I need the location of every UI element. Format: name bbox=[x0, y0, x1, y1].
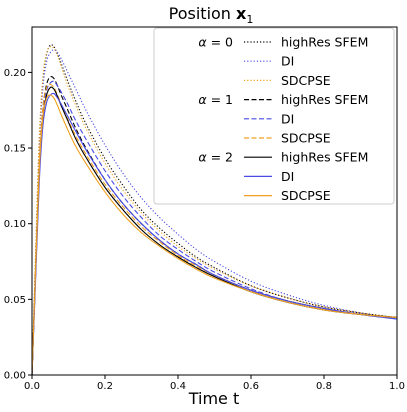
chart-title-base: Position bbox=[169, 4, 236, 23]
y-tick-label-3: 0.15 bbox=[4, 144, 26, 155]
chart-title-symbol: x bbox=[236, 4, 247, 23]
axes-layer: 0.0 0.2 0.4 0.6 0.8 1.0 0.00 0.05 0.10 0.15 0.20 bbox=[4, 68, 405, 392]
legend-label-4: DI bbox=[281, 111, 294, 126]
x-tick-label-3: 0.6 bbox=[243, 381, 259, 392]
legend-box bbox=[153, 27, 395, 205]
x-axis-label: Time t bbox=[188, 389, 240, 408]
y-tick-label-2: 0.10 bbox=[4, 219, 26, 230]
series-line-4 bbox=[31, 80, 398, 376]
y-tick-label-0: 0.00 bbox=[4, 371, 26, 382]
legend-group-symbol-1: α bbox=[198, 92, 207, 107]
legend-label-7: DI bbox=[281, 169, 294, 184]
x-tick-label-5: 1.0 bbox=[389, 381, 405, 392]
legend-label-0: highRes SFEM bbox=[281, 35, 368, 50]
legend-label-3: highRes SFEM bbox=[281, 92, 368, 107]
legend-group-0: α = 0 bbox=[198, 35, 233, 50]
legend-label-1: DI bbox=[281, 54, 294, 69]
series-line-1 bbox=[31, 49, 398, 376]
x-tick-label-4: 0.8 bbox=[316, 381, 332, 392]
x-tick-label-2: 0.4 bbox=[170, 381, 186, 392]
series-line-5 bbox=[31, 83, 398, 376]
y-tick-label-1: 0.05 bbox=[4, 295, 26, 306]
legend-group-value-1: = 1 bbox=[207, 92, 233, 107]
x-tick-label-1: 0.2 bbox=[97, 381, 113, 392]
legend-group-symbol-2: α bbox=[198, 150, 207, 165]
legend-group-symbol-0: α bbox=[198, 35, 207, 50]
x-tick-label-0: 0.0 bbox=[24, 381, 40, 392]
chart-title-subscript: 1 bbox=[246, 13, 253, 26]
series-line-0 bbox=[31, 44, 398, 376]
legend-label-6: highRes SFEM bbox=[281, 150, 368, 165]
series-layer bbox=[31, 44, 398, 376]
chart-title: Position x1 bbox=[169, 4, 254, 26]
legend-group-1: α = 1 bbox=[198, 92, 233, 107]
series-line-2 bbox=[31, 45, 398, 376]
y-tick-label-4: 0.20 bbox=[4, 68, 26, 79]
legend: α = 0 highRes SFEM DI SDCPSE α = 1 highRes SF… bbox=[153, 27, 395, 205]
legend-label-8: SDCPSE bbox=[281, 188, 331, 203]
legend-group-2: α = 2 bbox=[198, 150, 233, 165]
legend-label-2: SDCPSE bbox=[281, 73, 331, 88]
series-line-8 bbox=[31, 94, 398, 376]
legend-label-5: SDCPSE bbox=[281, 131, 331, 146]
legend-group-value-2: = 2 bbox=[207, 150, 233, 165]
series-line-7 bbox=[31, 92, 398, 376]
plot-frame bbox=[31, 26, 398, 376]
legend-group-value-0: = 0 bbox=[207, 35, 233, 50]
